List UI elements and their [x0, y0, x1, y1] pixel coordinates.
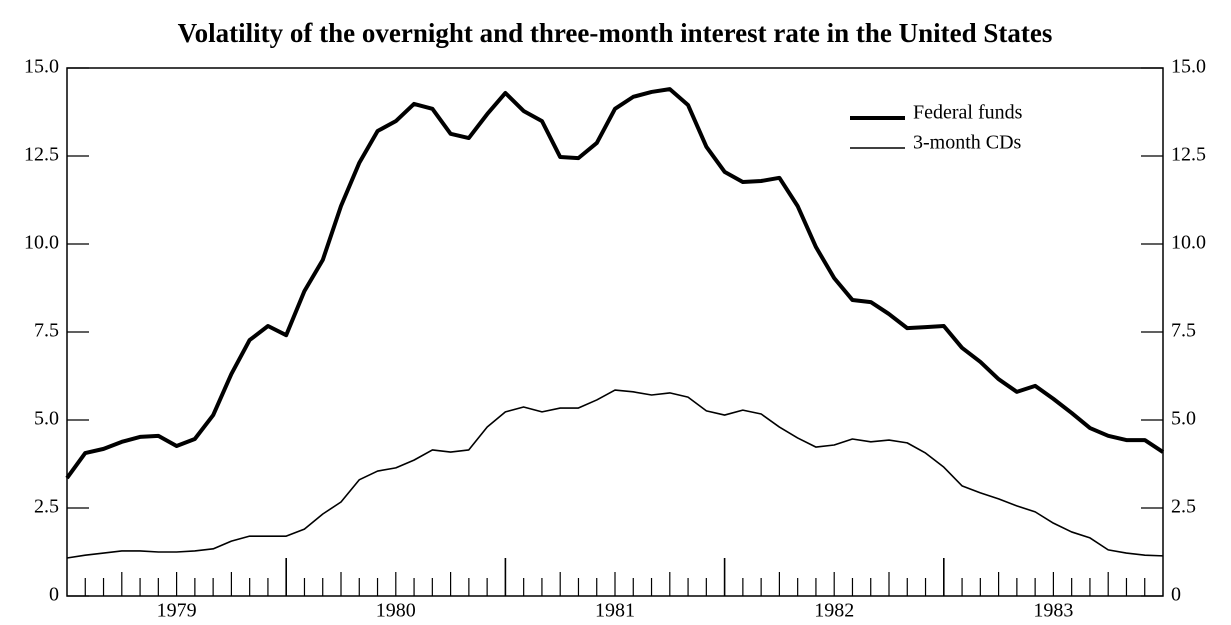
y2-tick-label: 15.0 — [1171, 56, 1206, 78]
x-tick-label: 1980 — [376, 600, 416, 622]
chart-title: Volatility of the overnight and three-mo… — [178, 18, 1053, 48]
y-tick-label: 2.5 — [34, 496, 59, 518]
x-tick-label: 1981 — [595, 600, 635, 622]
y2-tick-label: 0 — [1171, 584, 1181, 606]
y2-tick-label: 2.5 — [1171, 496, 1196, 518]
y-tick-label: 10.0 — [24, 232, 59, 254]
y-tick-label: 5.0 — [34, 408, 59, 430]
legend-label: Federal funds — [913, 102, 1023, 124]
series-line — [65, 87, 1165, 480]
series-line — [66, 389, 1164, 559]
y-tick-label: 12.5 — [24, 144, 59, 166]
y2-tick-label: 7.5 — [1171, 320, 1196, 342]
x-tick-label: 1983 — [1033, 600, 1073, 622]
y2-tick-label: 10.0 — [1171, 232, 1206, 254]
y-tick-label: 15.0 — [24, 56, 59, 78]
legend-label: 3-month CDs — [913, 132, 1022, 154]
y-tick-label: 0 — [49, 584, 59, 606]
x-tick-label: 1979 — [157, 600, 197, 622]
y-tick-label: 7.5 — [34, 320, 59, 342]
y2-tick-label: 5.0 — [1171, 408, 1196, 430]
x-tick-label: 1982 — [814, 600, 854, 622]
y2-tick-label: 12.5 — [1171, 144, 1206, 166]
